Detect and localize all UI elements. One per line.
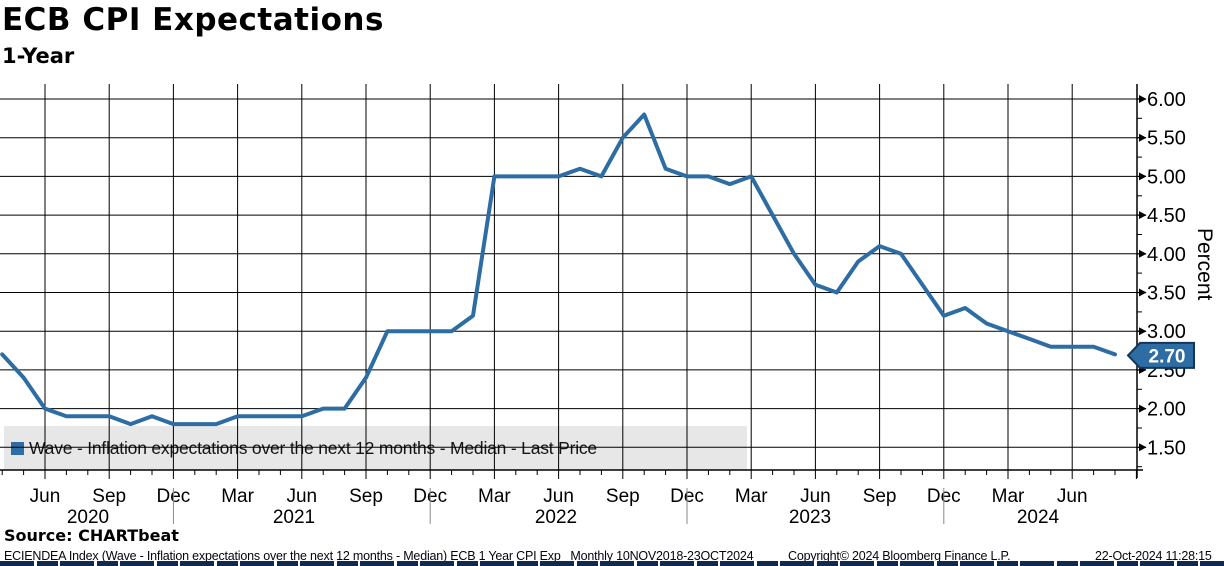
y-tick-label: 4.00 [1147, 244, 1186, 266]
y-tick-arrow-icon [1139, 327, 1147, 336]
x-tick-label: Sep [92, 486, 126, 507]
y-tick-arrow-icon [1139, 404, 1147, 413]
series-line [0, 112, 1117, 427]
year-label: 2020 [67, 507, 109, 528]
y-tick-label: 5.50 [1147, 128, 1186, 150]
x-tick-label: Mar [992, 486, 1025, 507]
y-tick-label: 1.50 [1147, 437, 1186, 459]
footer-timestamp: 22-Oct-2024 11:28:15 [1095, 549, 1212, 563]
legend-item[interactable]: Wave - Inflation expectations over the n… [4, 426, 747, 470]
year-label: 2022 [535, 507, 577, 528]
legend-label: Wave - Inflation expectations over the n… [29, 437, 597, 458]
y-axis-title: Percent [1193, 228, 1216, 301]
footer-description: ECIENDEA Index (Wave - Inflation expecta… [4, 549, 754, 563]
page-title: ECB CPI Expectations [2, 2, 384, 38]
y-tick-arrow-icon [1139, 443, 1147, 452]
y-tick-label: 2.50 [1147, 360, 1186, 382]
x-tick-label: Sep [349, 486, 383, 507]
x-tick-label: Jun [800, 486, 831, 507]
footer-copyright: Copyright© 2024 Bloomberg Finance L.P. [788, 549, 1011, 563]
y-tick-arrow-icon [1139, 211, 1147, 220]
last-price-badge: 2.70 [1126, 341, 1195, 369]
x-tick-label: Mar [221, 486, 254, 507]
y-tick-arrow-icon [1139, 365, 1147, 374]
series-swatch-icon [11, 441, 24, 455]
y-tick-label: 6.00 [1147, 89, 1186, 111]
y-tick-label: 3.00 [1147, 321, 1186, 343]
grid [0, 84, 1137, 470]
x-tick-label: Jun [1057, 486, 1088, 507]
y-tick-arrow-icon [1139, 288, 1147, 297]
axes [0, 84, 1147, 479]
x-tick-label: Dec [413, 486, 447, 507]
year-label: 2024 [1017, 507, 1060, 528]
bottom-toolbar-edge [0, 561, 1224, 566]
x-tick-label: Dec [670, 486, 704, 507]
series [0, 112, 1117, 427]
x-tick-label: Dec [157, 486, 191, 507]
y-tick-arrow-icon [1139, 133, 1147, 142]
x-tick-label: Jun [30, 486, 61, 507]
x-tick-label: Jun [286, 486, 317, 507]
last-price-value: 2.70 [1149, 346, 1186, 367]
y-tick-label: 4.50 [1147, 205, 1186, 227]
last-price-badge-shape [1126, 341, 1195, 369]
x-tick-label: Dec [927, 486, 961, 507]
y-tick-arrow-icon [1139, 172, 1147, 181]
x-tick-label: Mar [735, 486, 768, 507]
year-label: 2023 [789, 507, 831, 528]
y-tick-label: 3.50 [1147, 283, 1186, 305]
year-label: 2021 [273, 507, 315, 528]
y-tick-label: 2.00 [1147, 399, 1186, 421]
y-tick-arrow-icon [1139, 249, 1147, 258]
source-label: Source: CHARTbeat [4, 526, 179, 545]
chart-subtitle: 1-Year [2, 44, 75, 68]
x-tick-label: Jun [543, 486, 574, 507]
y-tick-label: 5.00 [1147, 166, 1186, 188]
x-tick-label: Sep [863, 486, 897, 507]
x-tick-label: Mar [478, 486, 511, 507]
y-tick-arrow-icon [1139, 95, 1147, 103]
x-tick-label: Sep [606, 486, 640, 507]
